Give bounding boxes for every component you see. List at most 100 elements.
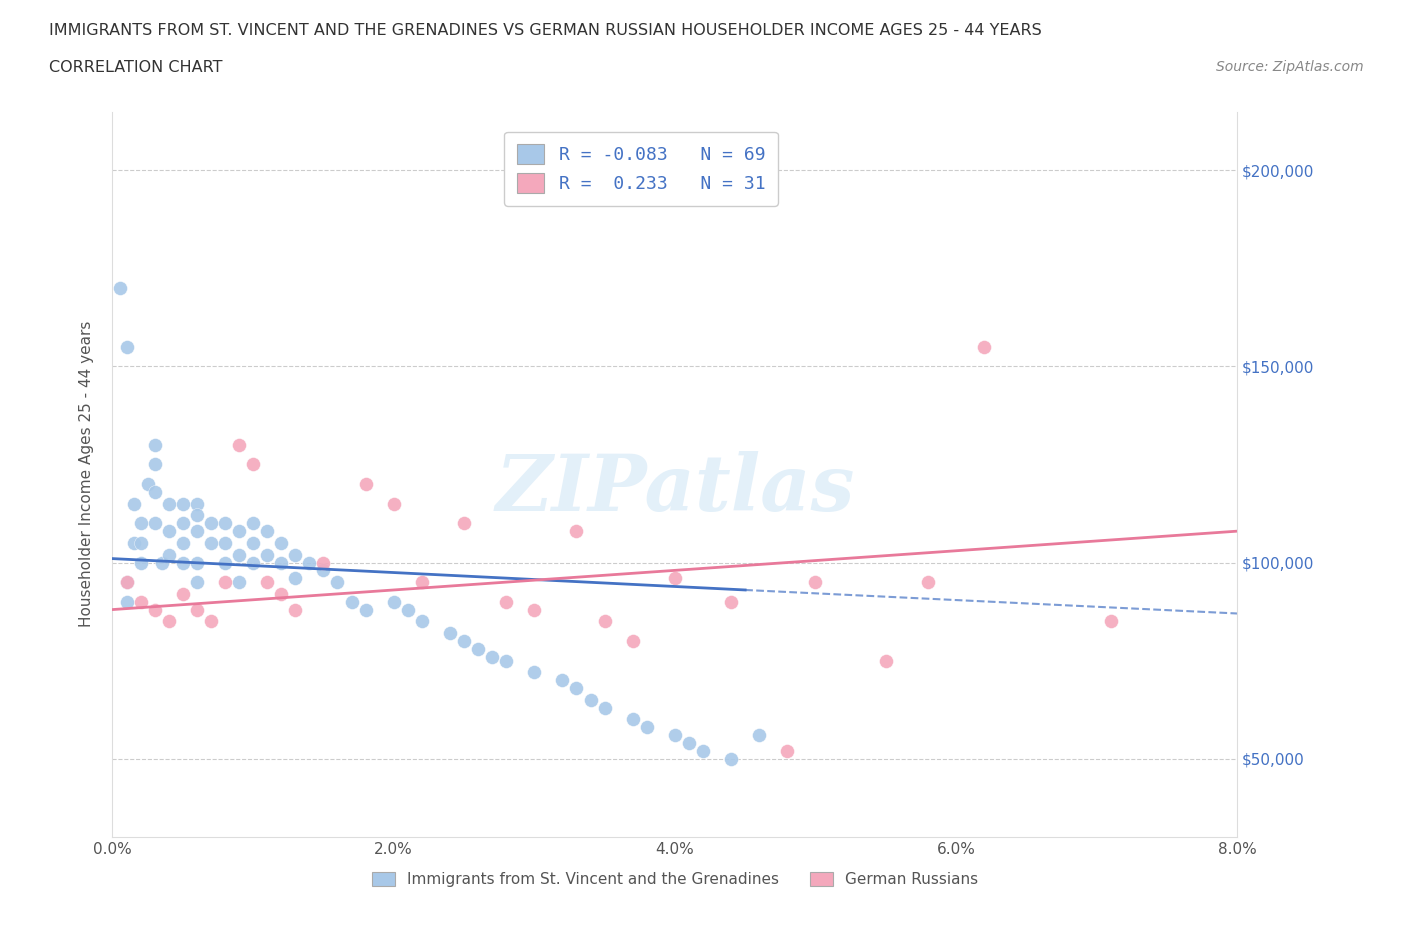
Point (242, 555, 264, 570)
Point (439, 626, 461, 641)
Text: ZIPatlas: ZIPatlas (495, 450, 855, 527)
Point (720, 751, 742, 766)
Point (228, 547, 250, 562)
Point (298, 555, 321, 570)
Point (621, 712, 644, 727)
Point (122, 536, 145, 551)
Point (382, 497, 405, 512)
Point (157, 614, 180, 629)
Point (150, 555, 173, 570)
Point (172, 536, 194, 551)
Point (143, 457, 166, 472)
Point (115, 339, 138, 354)
Point (172, 555, 194, 570)
Y-axis label: Householder Income Ages 25 - 44 years: Householder Income Ages 25 - 44 years (79, 321, 94, 628)
Point (354, 477, 377, 492)
Point (186, 508, 208, 523)
Point (214, 555, 236, 570)
Point (143, 437, 166, 452)
Point (621, 633, 644, 648)
Point (804, 575, 827, 590)
Point (284, 571, 307, 586)
Point (214, 575, 236, 590)
Text: CORRELATION CHART: CORRELATION CHART (49, 60, 222, 75)
Point (143, 516, 166, 531)
Point (467, 642, 489, 657)
Point (396, 602, 419, 617)
Point (284, 547, 307, 562)
Point (172, 587, 194, 602)
Point (129, 594, 152, 609)
Point (973, 339, 995, 354)
Point (256, 575, 278, 590)
Point (270, 536, 292, 551)
Point (186, 575, 208, 590)
Point (776, 743, 799, 758)
Point (284, 602, 307, 617)
Text: Source: ZipAtlas.com: Source: ZipAtlas.com (1216, 60, 1364, 74)
Point (242, 516, 264, 531)
Point (326, 575, 349, 590)
Point (453, 516, 475, 531)
Point (678, 736, 700, 751)
Point (411, 614, 433, 629)
Point (312, 555, 335, 570)
Point (200, 516, 222, 531)
Point (523, 602, 546, 617)
Point (186, 497, 208, 512)
Point (523, 665, 546, 680)
Point (481, 649, 503, 664)
Point (186, 602, 208, 617)
Point (214, 536, 236, 551)
Point (200, 536, 222, 551)
Point (242, 457, 264, 472)
Point (495, 594, 517, 609)
Point (143, 485, 166, 499)
Point (593, 614, 616, 629)
Legend: Immigrants from St. Vincent and the Grenadines, German Russians: Immigrants from St. Vincent and the Gren… (364, 864, 986, 895)
Point (875, 653, 897, 668)
Point (382, 594, 405, 609)
Point (312, 563, 335, 578)
Point (200, 614, 222, 629)
Point (256, 547, 278, 562)
Point (270, 555, 292, 570)
Point (340, 594, 363, 609)
Point (122, 497, 145, 512)
Point (115, 594, 138, 609)
Point (453, 633, 475, 648)
Point (664, 727, 686, 742)
Point (115, 575, 138, 590)
Point (214, 516, 236, 531)
Point (636, 720, 658, 735)
Point (228, 524, 250, 538)
Point (664, 571, 686, 586)
Point (354, 602, 377, 617)
Point (692, 743, 714, 758)
Point (1099, 614, 1122, 629)
Point (579, 692, 602, 707)
Text: IMMIGRANTS FROM ST. VINCENT AND THE GRENADINES VS GERMAN RUSSIAN HOUSEHOLDER INC: IMMIGRANTS FROM ST. VINCENT AND THE GREN… (49, 23, 1042, 38)
Point (108, 281, 131, 296)
Point (157, 524, 180, 538)
Point (115, 575, 138, 590)
Point (748, 727, 770, 742)
Point (186, 524, 208, 538)
Point (551, 672, 574, 687)
Point (917, 575, 939, 590)
Point (172, 497, 194, 512)
Point (157, 547, 180, 562)
Point (129, 555, 152, 570)
Point (172, 516, 194, 531)
Point (270, 587, 292, 602)
Point (565, 524, 588, 538)
Point (136, 477, 159, 492)
Point (593, 700, 616, 715)
Point (720, 594, 742, 609)
Point (129, 516, 152, 531)
Point (143, 602, 166, 617)
Point (495, 653, 517, 668)
Point (186, 555, 208, 570)
Point (228, 437, 250, 452)
Point (565, 681, 588, 696)
